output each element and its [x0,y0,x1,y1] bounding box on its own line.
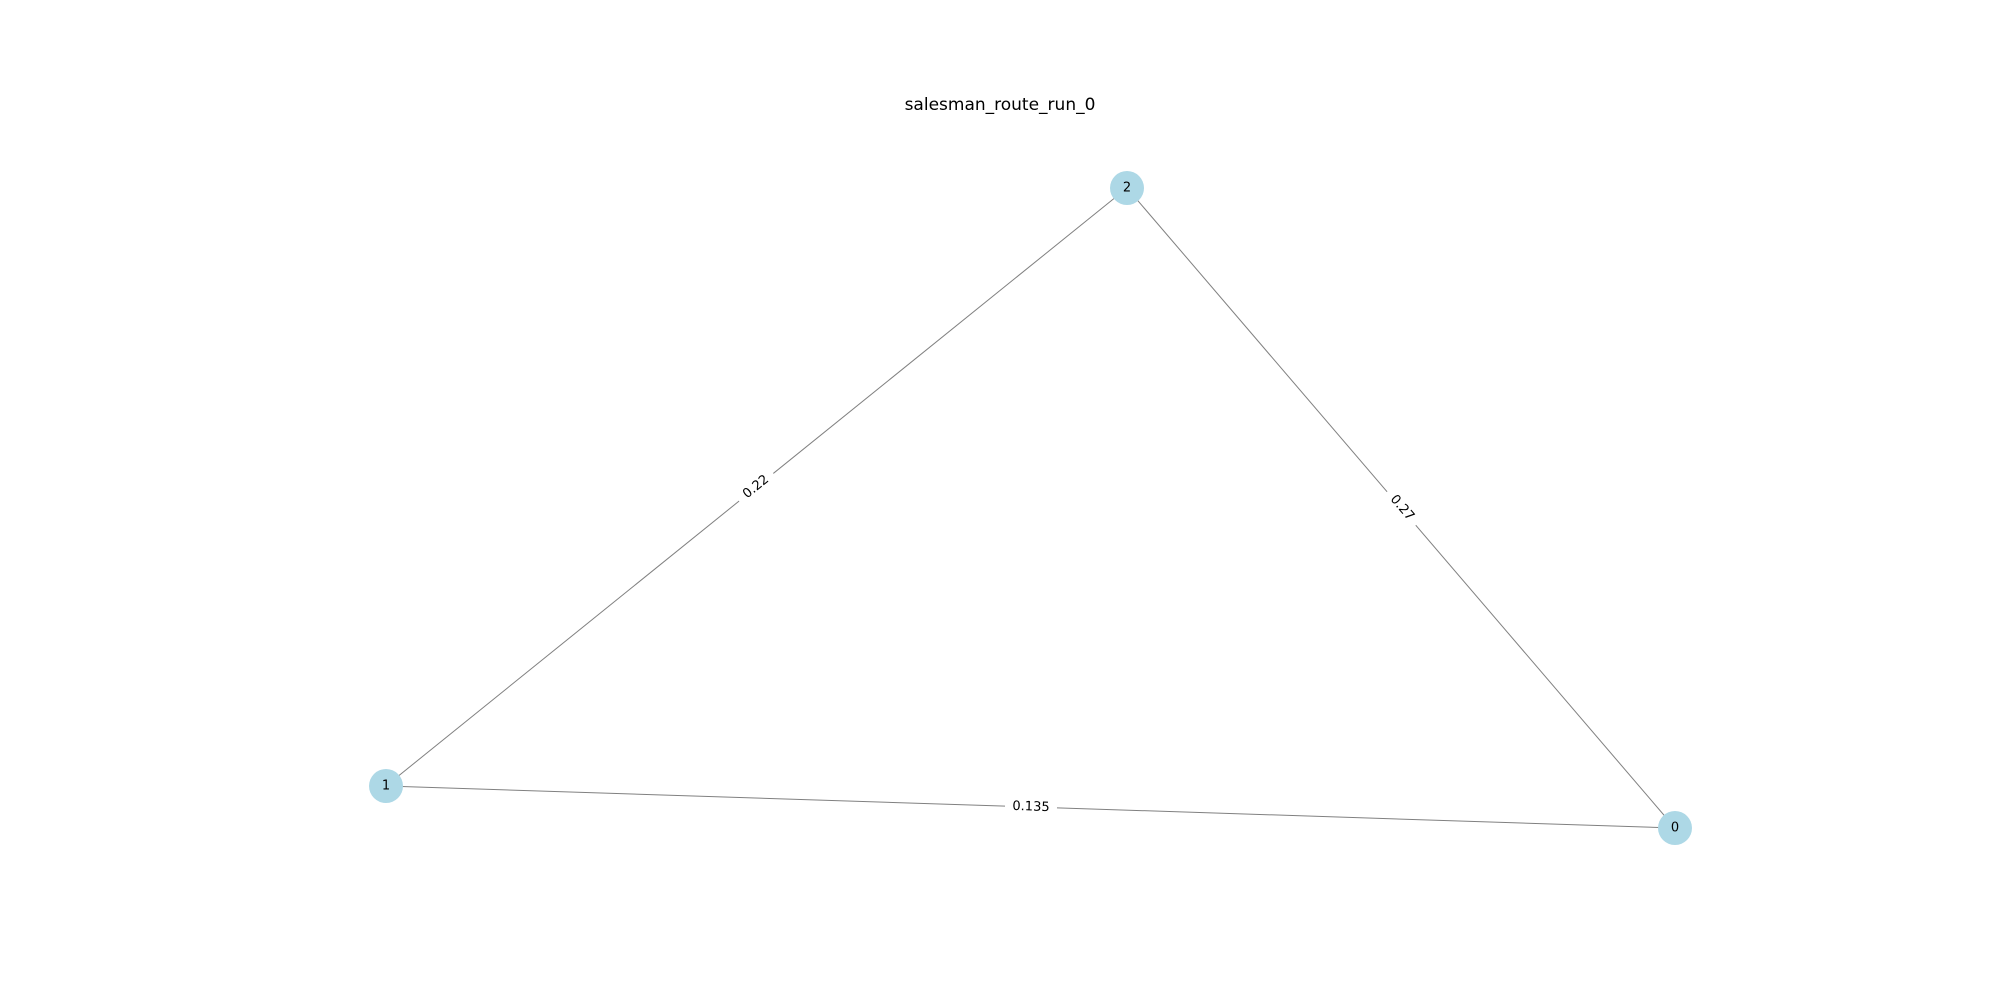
edge-label-1-0: 0.135 [1004,796,1058,818]
edge-labels-layer: 0.22 0.27 0.135 [732,465,1424,818]
node-0-circle[interactable] [1658,811,1692,845]
node-1-circle[interactable] [369,769,403,803]
edges-layer [385,187,1676,829]
node-0-label: 0 [1671,821,1679,836]
edge-weight-1-0: 0.135 [1012,799,1050,815]
node-0[interactable]: 0 [1658,811,1692,845]
nodes-layer: 0 1 2 [369,171,1692,845]
node-2-circle[interactable] [1110,171,1144,205]
figure-title: salesman_route_run_0 [904,95,1096,115]
node-2-label: 2 [1123,181,1131,196]
edge-label-1-2: 0.22 [732,465,780,509]
node-1-label: 1 [382,779,390,794]
node-2[interactable]: 2 [1110,171,1144,205]
node-1[interactable]: 1 [369,769,403,803]
